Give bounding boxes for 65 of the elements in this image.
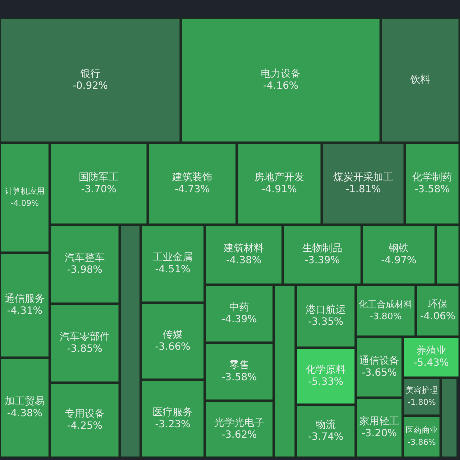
- data-label: -3.58%: [222, 372, 258, 384]
- data-label: -4.39%: [222, 314, 258, 326]
- data-label: -3.39%: [304, 256, 340, 267]
- category-label: 美容护理: [406, 386, 438, 396]
- data-label: -5.33%: [308, 377, 344, 388]
- data-label: -3.20%: [362, 428, 398, 440]
- data-label: -3.65%: [362, 368, 398, 380]
- category-label: 饮料: [410, 74, 430, 86]
- category-label: 化工合成材料: [359, 299, 413, 310]
- category-label: 钢铁: [388, 242, 409, 255]
- data-label: -3.58%: [414, 184, 450, 196]
- category-label: 家用轻工: [360, 416, 400, 428]
- category-label: 生物制品: [302, 242, 342, 255]
- data-label: -3.98%: [67, 265, 103, 276]
- category-label: 中药: [230, 302, 250, 314]
- category-label: 汽车整车: [65, 252, 105, 264]
- category-label: 环保: [428, 300, 448, 311]
- data-label: -3.86%: [408, 438, 437, 448]
- data-label: -4.38%: [7, 408, 43, 420]
- data-label: -4.16%: [263, 81, 299, 92]
- category-label: 计算机应用: [5, 187, 45, 196]
- category-label: 银行: [80, 69, 100, 80]
- data-label: -5.43%: [414, 358, 450, 370]
- data-label: -3.74%: [308, 432, 344, 444]
- category-label: 煤炭开采加工: [334, 172, 394, 184]
- category-label: 加工贸易: [5, 396, 45, 408]
- data-label: -1.80%: [408, 398, 437, 408]
- category-label: 零售: [230, 360, 250, 372]
- data-label: -4.91%: [262, 184, 298, 196]
- data-label: -3.66%: [155, 342, 191, 354]
- category-label: 化学原料: [306, 364, 346, 376]
- data-label: -4.09%: [10, 199, 40, 208]
- category-label: 医疗服务: [153, 406, 193, 419]
- category-label: 汽车零部件: [60, 331, 110, 344]
- category-label: 建筑材料: [223, 242, 264, 255]
- data-label: -4.73%: [174, 184, 210, 196]
- category-label: 物流: [316, 419, 336, 432]
- category-label: 通信服务: [5, 293, 45, 306]
- data-label: -0.92%: [72, 81, 108, 92]
- category-label: 通信设备: [360, 355, 400, 368]
- category-label: 医药商业: [406, 426, 438, 436]
- category-label: 建筑装饰: [172, 172, 212, 184]
- data-label: -3.80%: [370, 312, 402, 322]
- category-label: 专用设备: [65, 408, 105, 420]
- category-label: 港口航运: [306, 304, 346, 316]
- data-label: -4.06%: [420, 312, 456, 323]
- data-label: -4.51%: [155, 264, 191, 276]
- category-label: 房地产开发: [254, 172, 304, 184]
- data-label: -3.62%: [222, 430, 258, 442]
- data-label: -4.38%: [226, 256, 262, 267]
- category-label: 国防军工: [79, 172, 119, 184]
- category-label: 养殖业: [416, 345, 446, 358]
- category-label: 传媒: [163, 330, 183, 342]
- category-label: 光学光电子: [214, 417, 264, 430]
- data-label: -1.81%: [346, 184, 382, 196]
- data-label: -3.85%: [67, 344, 103, 356]
- data-label: -3.23%: [155, 420, 191, 431]
- data-label: -4.97%: [381, 256, 417, 267]
- data-label: -3.70%: [81, 184, 117, 196]
- category-label: 化学制药: [412, 172, 452, 184]
- category-label: 电力设备: [261, 68, 301, 80]
- data-label: -3.35%: [308, 317, 344, 328]
- category-label: 工业金属: [153, 252, 193, 264]
- data-label: -4.31%: [7, 306, 43, 318]
- data-label: -4.25%: [67, 421, 103, 432]
